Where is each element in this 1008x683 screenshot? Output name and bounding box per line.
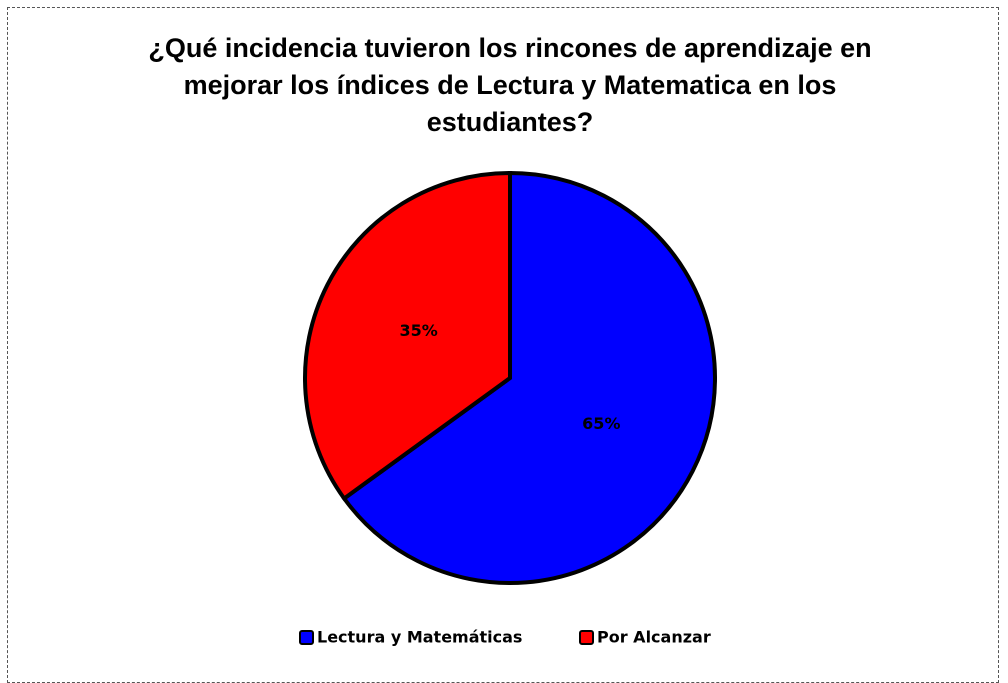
data-label: 35% (400, 321, 438, 340)
data-label: 65% (582, 414, 620, 433)
pie-slice (303, 170, 512, 502)
pie-slice (341, 170, 717, 585)
legend-label: Por Alcanzar (597, 628, 711, 647)
legend-swatch (579, 630, 594, 645)
legend-label: Lectura y Matemáticas (317, 628, 522, 647)
chart-title: ¿Qué incidencia tuvieron los rincones de… (148, 33, 872, 137)
legend-swatch (299, 630, 314, 645)
